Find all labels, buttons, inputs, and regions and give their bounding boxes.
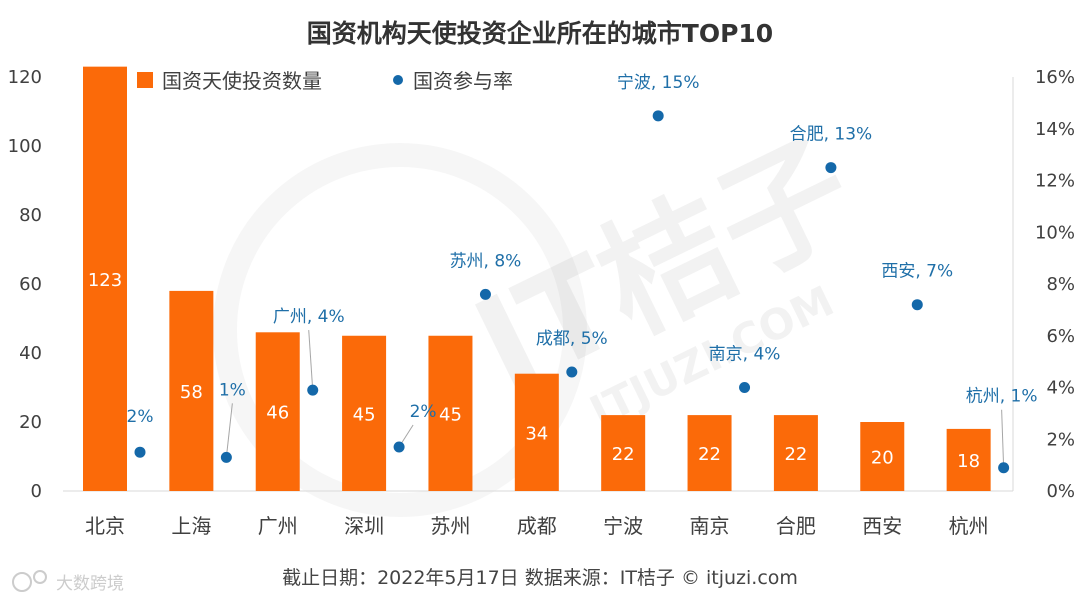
rate-point-杭州	[998, 462, 1010, 474]
footer-source: 截止日期：2022年5月17日 数据来源：IT桔子 © itjuzi.com	[282, 567, 798, 589]
legend-bar-label: 国资天使投资数量	[162, 69, 322, 93]
y-left-tick-label: 100	[8, 136, 42, 157]
bar-杭州	[946, 428, 991, 491]
bar-南京	[687, 415, 732, 491]
bar-合肥	[773, 415, 818, 491]
rate-series: 2% 1% 广州, 4% 2% 苏州, 8% 成都, 5% 宁波, 15% 南京, 4% 合肥,…	[127, 73, 1038, 474]
bar-value-label: 46	[266, 403, 289, 424]
category-label: 上海	[171, 514, 211, 538]
rate-label: 苏州, 8%	[450, 251, 522, 271]
bar-上海	[169, 290, 214, 491]
bar-value-label: 123	[88, 270, 122, 291]
rate-point-合肥	[825, 162, 837, 174]
bar-value-label: 22	[612, 444, 635, 465]
category-label: 北京	[85, 514, 125, 538]
category-label: 成都	[517, 514, 557, 538]
rate-point-上海	[220, 451, 232, 463]
rate-point-深圳	[393, 441, 405, 453]
rate-label: 广州, 4%	[273, 307, 345, 327]
y-right-tick-label: 0%	[1046, 481, 1075, 502]
y-left-tick-label: 60	[19, 274, 42, 295]
y-right-tick-label: 4%	[1046, 378, 1075, 399]
watermark-text: 大数跨境	[56, 574, 124, 594]
category-label: 西安	[862, 514, 902, 538]
y-left-tick-label: 40	[19, 343, 42, 364]
bar-series: 123 58 46 45 45 34 22 22 22 20 18	[83, 66, 991, 492]
legend-bar-swatch	[137, 72, 153, 88]
category-label: 广州	[258, 514, 298, 538]
category-label: 杭州	[949, 514, 989, 538]
rate-point-广州	[307, 384, 319, 396]
bar-value-label: 45	[353, 404, 376, 425]
rate-label: 西安, 7%	[881, 262, 953, 282]
rate-leader-line	[308, 330, 314, 391]
rate-label: 杭州, 1%	[966, 387, 1038, 407]
watermark-logo-icon	[12, 572, 32, 592]
bar-成都	[514, 373, 559, 491]
y-right-tick-label: 12%	[1035, 171, 1075, 192]
category-label: 宁波	[603, 514, 643, 538]
axes: 0 20 40 60 80 100 120 0% 2% 4% 6% 8% 10% 12% 14% 16%	[8, 67, 1075, 502]
bar-value-label: 34	[525, 423, 548, 444]
rate-label: 成都, 5%	[536, 329, 608, 349]
category-label: 南京	[690, 514, 730, 538]
bar-西安	[860, 422, 905, 491]
category-label: 合肥	[776, 514, 816, 538]
rate-point-宁波	[652, 110, 664, 122]
rate-label: 合肥, 13%	[790, 125, 873, 145]
y-left-tick-label: 80	[19, 205, 42, 226]
watermark-logo-dot-icon	[33, 570, 47, 584]
legend-dot-label: 国资参与率	[413, 69, 513, 93]
legend-dot-swatch	[393, 75, 403, 85]
category-label: 深圳	[344, 514, 384, 538]
corner-watermark: 大数跨境	[12, 570, 124, 594]
rate-point-南京	[739, 382, 751, 393]
bar-value-label: 22	[698, 444, 721, 465]
legend: 国资天使投资数量 国资参与率	[137, 69, 513, 93]
y-right-tick-label: 14%	[1035, 119, 1075, 140]
rate-label: 南京, 4%	[709, 345, 781, 365]
bar-深圳	[342, 335, 387, 491]
rate-leader-line	[225, 403, 233, 458]
y-left-tick-label: 120	[8, 67, 42, 88]
y-left-tick-label: 20	[19, 412, 42, 433]
chart-title: 国资机构天使投资企业所在的城市TOP10	[307, 19, 773, 48]
bar-广州	[255, 332, 300, 491]
rate-label: 宁波, 15%	[617, 73, 700, 93]
rate-point-西安	[911, 299, 923, 311]
bar-宁波	[601, 415, 646, 491]
y-right-tick-label: 16%	[1035, 67, 1075, 88]
rate-label: 2%	[410, 402, 437, 422]
category-label: 苏州	[430, 514, 470, 538]
rate-leader-line	[1001, 409, 1005, 468]
rate-label: 1%	[219, 380, 246, 400]
rate-point-苏州	[479, 288, 491, 300]
rate-point-北京	[134, 446, 146, 458]
rate-label: 2%	[127, 407, 154, 427]
bar-value-label: 18	[957, 451, 980, 472]
bar-value-label: 45	[439, 404, 462, 425]
bar-value-label: 20	[871, 448, 894, 469]
y-left-tick-label: 0	[31, 481, 42, 502]
y-right-tick-label: 6%	[1046, 326, 1075, 347]
category-axis: 北京 上海 广州 深圳 苏州 成都 宁波 南京 合肥 西安 杭州	[85, 514, 989, 538]
y-right-tick-label: 2%	[1046, 429, 1075, 450]
rate-point-成都	[566, 366, 578, 378]
bar-北京	[83, 66, 127, 492]
bar-value-label: 58	[180, 382, 203, 403]
y-right-tick-label: 10%	[1035, 222, 1075, 243]
y-right-tick-label: 8%	[1046, 274, 1075, 295]
bar-苏州	[428, 335, 473, 491]
bar-value-label: 22	[784, 444, 807, 465]
